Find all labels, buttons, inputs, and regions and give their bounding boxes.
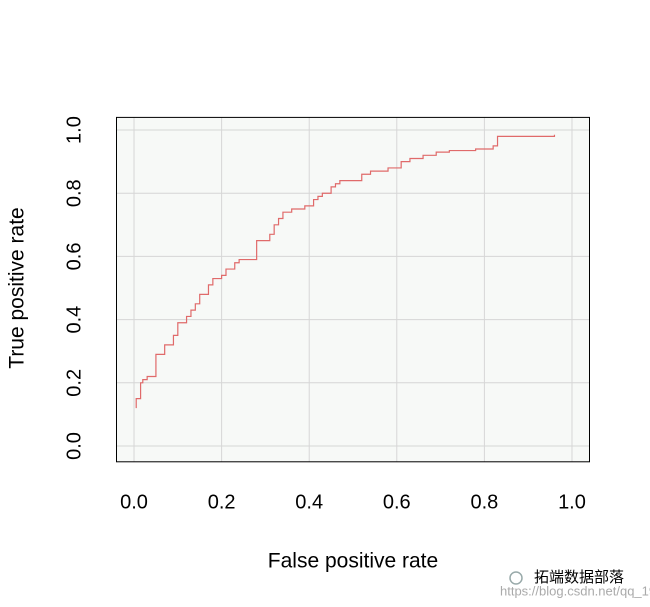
x-axis-label: False positive rate [268, 550, 438, 573]
y-tick-label: 0.4 [63, 306, 85, 334]
x-tick-label: 0.0 [120, 491, 148, 513]
roc-curve [135, 134, 556, 409]
y-tick-label: 0.0 [63, 432, 85, 460]
watermark-icon [509, 571, 523, 585]
x-tick-label: 0.4 [295, 491, 323, 513]
plot-area [116, 117, 590, 462]
x-tick-label: 0.2 [208, 491, 236, 513]
watermark-url: https://blog.csdn.net/qq_19600291 [500, 583, 650, 598]
y-tick-label: 1.0 [63, 116, 85, 144]
y-axis-label: True positive rate [6, 207, 29, 368]
watermark-brand: 拓端数据部落 [534, 569, 624, 586]
y-tick-label: 0.8 [63, 179, 85, 207]
x-tick-label: 1.0 [558, 491, 586, 513]
x-tick-label: 0.6 [383, 491, 411, 513]
y-tick-label: 0.6 [63, 243, 85, 271]
y-tick-label: 0.2 [63, 369, 85, 397]
plot-frame [116, 116, 590, 463]
x-tick-label: 0.8 [470, 491, 498, 513]
